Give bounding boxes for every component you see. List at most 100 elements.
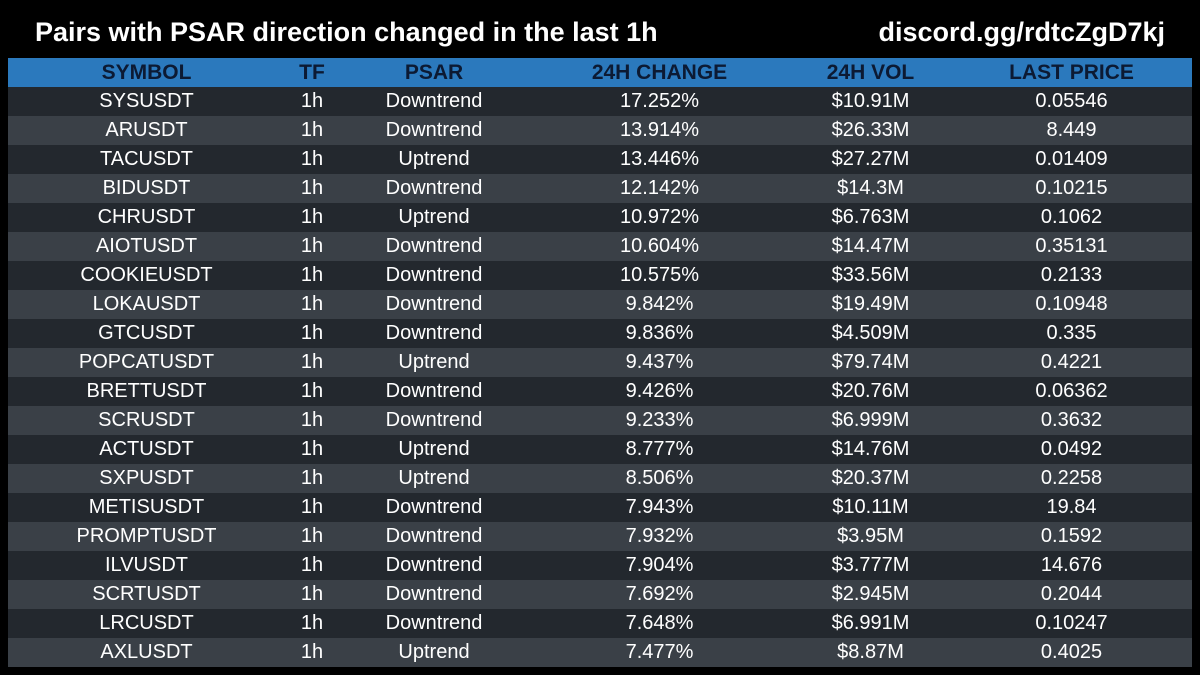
table-row: AXLUSDT 1h Uptrend 7.477% $8.87M 0.4025 — [8, 638, 1192, 667]
cell-24h-change: 7.943% — [625, 496, 694, 518]
cell-24h-vol: $14.47M — [831, 235, 910, 257]
cell-24h-change: 9.836% — [625, 322, 694, 344]
cell-symbol: PROMPTUSDT — [76, 525, 217, 547]
cell-psar: Downtrend — [385, 177, 483, 199]
cell-last-price: 0.10247 — [1035, 612, 1108, 634]
column-header-symbol: SYMBOL — [101, 61, 192, 84]
cell-last-price: 14.676 — [1040, 554, 1103, 576]
cell-last-price: 0.05546 — [1035, 90, 1108, 112]
cell-symbol: TACUSDT — [100, 148, 193, 170]
cell-last-price: 0.01409 — [1035, 148, 1108, 170]
cell-tf: 1h — [300, 438, 324, 460]
cell-24h-vol: $3.95M — [837, 525, 904, 547]
cell-tf: 1h — [300, 467, 324, 489]
cell-tf: 1h — [300, 322, 324, 344]
cell-tf: 1h — [300, 409, 324, 431]
cell-last-price: 0.4221 — [1040, 351, 1103, 373]
cell-24h-change: 17.252% — [620, 90, 699, 112]
cell-24h-vol: $20.76M — [831, 380, 910, 402]
table-row: ACTUSDT 1h Uptrend 8.777% $14.76M 0.0492 — [8, 435, 1192, 464]
cell-symbol: BIDUSDT — [102, 177, 191, 199]
cell-psar: Uptrend — [398, 206, 470, 228]
cell-last-price: 0.2133 — [1040, 264, 1103, 286]
cell-last-price: 0.10948 — [1035, 293, 1108, 315]
table-row: AIOTUSDT 1h Downtrend 10.604% $14.47M 0.35131 — [8, 232, 1192, 261]
cell-symbol: SCRTUSDT — [92, 583, 201, 605]
cell-last-price: 8.449 — [1046, 119, 1097, 141]
cell-last-price: 19.84 — [1046, 496, 1097, 518]
cell-24h-vol: $19.49M — [831, 293, 910, 315]
cell-psar: Downtrend — [385, 90, 483, 112]
cell-24h-vol: $27.27M — [831, 148, 910, 170]
cell-tf: 1h — [300, 496, 324, 518]
cell-symbol: ACTUSDT — [99, 438, 194, 460]
cell-24h-vol: $6.991M — [831, 612, 910, 634]
table-row: LOKAUSDT 1h Downtrend 9.842% $19.49M 0.10948 — [8, 290, 1192, 319]
cell-24h-vol: $6.763M — [831, 206, 910, 228]
cell-symbol: AXLUSDT — [100, 641, 193, 663]
cell-last-price: 0.1592 — [1040, 525, 1103, 547]
table-row: ARUSDT 1h Downtrend 13.914% $26.33M 8.449 — [8, 116, 1192, 145]
cell-symbol: ILVUSDT — [105, 554, 188, 576]
cell-last-price: 0.2044 — [1040, 583, 1103, 605]
cell-tf: 1h — [300, 641, 324, 663]
cell-24h-change: 10.972% — [620, 206, 699, 228]
cell-24h-vol: $14.3M — [837, 177, 904, 199]
cell-24h-change: 7.904% — [625, 554, 694, 576]
cell-symbol: SCRUSDT — [98, 409, 195, 431]
cell-symbol: CHRUSDT — [97, 206, 196, 228]
column-header-tf: TF — [299, 61, 325, 84]
cell-psar: Downtrend — [385, 293, 483, 315]
cell-psar: Uptrend — [398, 148, 470, 170]
cell-last-price: 0.35131 — [1035, 235, 1108, 257]
cell-last-price: 0.4025 — [1040, 641, 1103, 663]
cell-24h-change: 9.437% — [625, 351, 694, 373]
cell-24h-change: 10.575% — [620, 264, 699, 286]
cell-tf: 1h — [300, 525, 324, 547]
pairs-table: SYMBOL TF PSAR 24H CHANGE 24H VOL LAST P… — [8, 58, 1192, 667]
cell-last-price: 0.1062 — [1040, 206, 1103, 228]
cell-symbol: LRCUSDT — [99, 612, 194, 634]
cell-24h-change: 7.932% — [625, 525, 694, 547]
cell-24h-change: 12.142% — [620, 177, 699, 199]
cell-tf: 1h — [300, 351, 324, 373]
table-row: TACUSDT 1h Uptrend 13.446% $27.27M 0.01409 — [8, 145, 1192, 174]
cell-psar: Downtrend — [385, 119, 483, 141]
cell-symbol: LOKAUSDT — [92, 293, 201, 315]
cell-last-price: 0.2258 — [1040, 467, 1103, 489]
cell-24h-change: 7.477% — [625, 641, 694, 663]
column-header-24h-change: 24H CHANGE — [591, 61, 728, 84]
cell-psar: Downtrend — [385, 322, 483, 344]
table-row: BIDUSDT 1h Downtrend 12.142% $14.3M 0.10215 — [8, 174, 1192, 203]
cell-24h-change: 13.914% — [620, 119, 699, 141]
cell-psar: Downtrend — [385, 583, 483, 605]
table-row: BRETTUSDT 1h Downtrend 9.426% $20.76M 0.06362 — [8, 377, 1192, 406]
cell-24h-vol: $10.91M — [831, 90, 910, 112]
cell-symbol: SXPUSDT — [99, 467, 194, 489]
table-row: SXPUSDT 1h Uptrend 8.506% $20.37M 0.2258 — [8, 464, 1192, 493]
table-row: SYSUSDT 1h Downtrend 17.252% $10.91M 0.05546 — [8, 87, 1192, 116]
cell-psar: Downtrend — [385, 525, 483, 547]
cell-24h-vol: $26.33M — [831, 119, 910, 141]
table-row: SCRUSDT 1h Downtrend 9.233% $6.999M 0.3632 — [8, 406, 1192, 435]
cell-symbol: GTCUSDT — [98, 322, 195, 344]
cell-24h-change: 10.604% — [620, 235, 699, 257]
cell-last-price: 0.10215 — [1035, 177, 1108, 199]
cell-psar: Downtrend — [385, 235, 483, 257]
cell-symbol: AIOTUSDT — [95, 235, 198, 257]
cell-tf: 1h — [300, 148, 324, 170]
discord-link[interactable]: discord.gg/rdtcZgD7kj — [878, 17, 1165, 47]
cell-tf: 1h — [300, 554, 324, 576]
cell-psar: Downtrend — [385, 554, 483, 576]
cell-psar: Downtrend — [385, 380, 483, 402]
table-row: POPCATUSDT 1h Uptrend 9.437% $79.74M 0.4221 — [8, 348, 1192, 377]
cell-24h-vol: $20.37M — [831, 467, 910, 489]
cell-tf: 1h — [300, 235, 324, 257]
cell-24h-vol: $3.777M — [831, 554, 910, 576]
cell-psar: Uptrend — [398, 641, 470, 663]
cell-24h-vol: $4.509M — [831, 322, 910, 344]
table-row: METISUSDT 1h Downtrend 7.943% $10.11M 19.84 — [8, 493, 1192, 522]
cell-symbol: ARUSDT — [105, 119, 188, 141]
cell-24h-change: 9.842% — [625, 293, 694, 315]
cell-24h-vol: $10.11M — [832, 496, 909, 518]
